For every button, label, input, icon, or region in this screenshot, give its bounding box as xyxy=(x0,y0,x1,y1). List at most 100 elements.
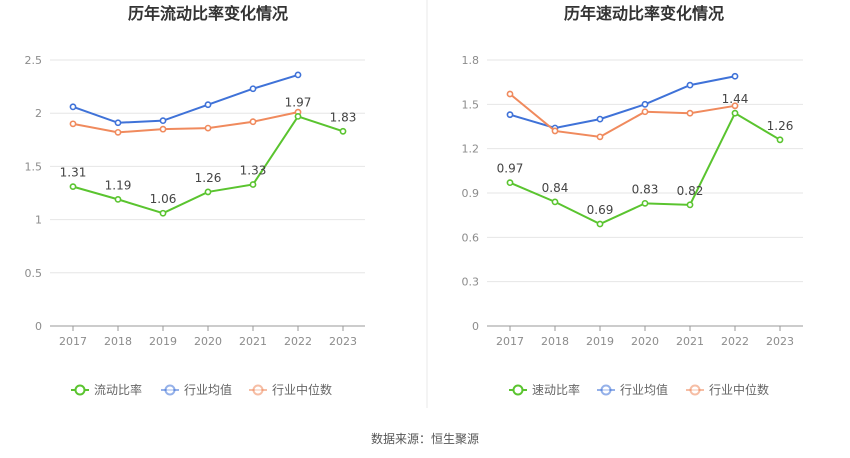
industry-avg-point xyxy=(506,111,514,119)
legend-swatch-marker xyxy=(689,384,701,396)
legend-label: 行业中位数 xyxy=(709,382,769,397)
industry-median-point xyxy=(731,102,739,110)
x-tick-label: 2020 xyxy=(194,335,222,348)
y-tick-label: 0 xyxy=(35,320,42,333)
industry-median-point xyxy=(596,133,604,141)
industry-avg-point xyxy=(159,117,167,125)
chart-title: 历年速动比率变化情况 xyxy=(564,4,724,23)
y-tick-label: 0.5 xyxy=(25,267,43,280)
industry-median-point xyxy=(159,125,167,133)
data-label: 1.19 xyxy=(105,178,132,192)
x-tick-label: 2022 xyxy=(284,335,312,348)
company-point xyxy=(294,112,302,120)
industry-avg-point xyxy=(249,85,257,93)
legend-swatch-marker xyxy=(512,384,524,396)
industry-median-point xyxy=(551,127,559,135)
company-point xyxy=(249,181,257,188)
industry-median-point xyxy=(641,108,649,116)
current-ratio-chart: 历年流动比率变化情况 0 0.5 1 1.5 2 2.5 2017 2018 2019 2020 20… xyxy=(25,4,365,397)
x-tick-label: 2019 xyxy=(149,335,177,348)
chart-title: 历年流动比率变化情况 xyxy=(128,4,288,23)
x-tick-label: 2019 xyxy=(586,335,614,348)
company-line xyxy=(509,111,781,226)
y-tick-label: 1.5 xyxy=(25,160,43,173)
legend-label: 行业均值 xyxy=(620,382,668,397)
legend-item-industry-median[interactable]: 行业中位数 xyxy=(686,382,769,397)
legend-item-industry-median[interactable]: 行业中位数 xyxy=(249,382,332,397)
x-tick-label: 2021 xyxy=(676,335,704,348)
industry-avg-point xyxy=(596,115,604,123)
y-tick-label: 1.2 xyxy=(462,143,480,156)
x-tick-label: 2018 xyxy=(541,335,569,348)
data-label: 1.44 xyxy=(722,92,749,106)
y-tick-label: 0 xyxy=(472,320,479,333)
company-point xyxy=(641,199,649,207)
company-point xyxy=(506,179,514,187)
data-label: 1.31 xyxy=(60,166,87,180)
source-note: 数据来源：恒生聚源 xyxy=(371,431,479,446)
data-label: 1.33 xyxy=(240,163,267,177)
data-label: 1.26 xyxy=(767,119,794,133)
legend-label: 速动比率 xyxy=(532,382,580,397)
data-label: 0.84 xyxy=(542,181,569,195)
legend-item-company[interactable]: 速动比率 xyxy=(509,382,580,397)
industry-avg-point xyxy=(641,100,649,108)
x-tick-label: 2017 xyxy=(59,335,87,348)
company-point xyxy=(69,183,77,191)
industry-avg-point xyxy=(69,103,77,111)
x-tick-label: 2021 xyxy=(239,335,267,348)
company-point xyxy=(204,188,212,196)
legend-item-industry-avg[interactable]: 行业均值 xyxy=(597,382,668,397)
legend-swatch-marker xyxy=(164,384,176,396)
company-point xyxy=(686,201,694,209)
industry-avg-line xyxy=(72,73,299,124)
company-point xyxy=(596,220,604,228)
data-label: 0.82 xyxy=(677,184,704,198)
data-label: 1.83 xyxy=(330,110,357,124)
data-label: 0.83 xyxy=(632,182,659,196)
industry-median-point xyxy=(114,128,122,136)
y-tick-label: 1.8 xyxy=(462,54,480,67)
legend-swatch-marker xyxy=(600,384,612,396)
legend-label: 行业中位数 xyxy=(272,382,332,397)
legend-label: 流动比率 xyxy=(94,382,142,397)
industry-median-point xyxy=(204,124,212,132)
industry-median-point xyxy=(249,118,257,126)
x-tick-label: 2020 xyxy=(631,335,659,348)
industry-avg-point xyxy=(114,119,122,127)
x-tick-label: 2018 xyxy=(104,335,132,348)
x-tick-label: 2023 xyxy=(766,335,794,348)
industry-median-line xyxy=(72,111,299,134)
legend-label: 行业均值 xyxy=(184,382,232,397)
industry-median-point xyxy=(686,109,694,117)
y-tick-label: 1 xyxy=(35,214,42,227)
industry-median-line xyxy=(509,93,736,138)
x-tick-label: 2022 xyxy=(721,335,749,348)
y-tick-label: 0.6 xyxy=(462,231,480,244)
y-tick-label: 2.5 xyxy=(25,54,43,67)
company-point xyxy=(551,198,559,206)
x-tick-label: 2017 xyxy=(496,335,524,348)
data-label: 1.97 xyxy=(285,95,312,109)
y-tick-label: 1.5 xyxy=(462,98,480,111)
industry-avg-point xyxy=(204,101,212,109)
industry-avg-line xyxy=(509,75,736,130)
quick-ratio-chart: 历年速动比率变化情况 0 0.3 0.6 0.9 1.2 1.5 1.8 2017 2018 201… xyxy=(462,4,803,397)
company-point xyxy=(776,136,784,144)
legend-item-company[interactable]: 流动比率 xyxy=(71,382,142,397)
x-tick-label: 2023 xyxy=(329,335,357,348)
industry-avg-point xyxy=(731,72,739,80)
data-label: 0.69 xyxy=(587,203,614,217)
y-tick-label: 0.9 xyxy=(462,187,480,200)
data-label: 1.26 xyxy=(195,171,222,185)
industry-median-point xyxy=(69,120,77,128)
company-point xyxy=(339,127,347,135)
legend-swatch-marker xyxy=(74,384,86,396)
industry-avg-point xyxy=(686,81,694,89)
legend-swatch-marker xyxy=(252,384,264,396)
y-tick-label: 0.3 xyxy=(462,276,480,289)
legend-item-industry-avg[interactable]: 行业均值 xyxy=(161,382,232,397)
data-label: 1.06 xyxy=(150,192,177,206)
y-tick-label: 2 xyxy=(35,107,42,120)
